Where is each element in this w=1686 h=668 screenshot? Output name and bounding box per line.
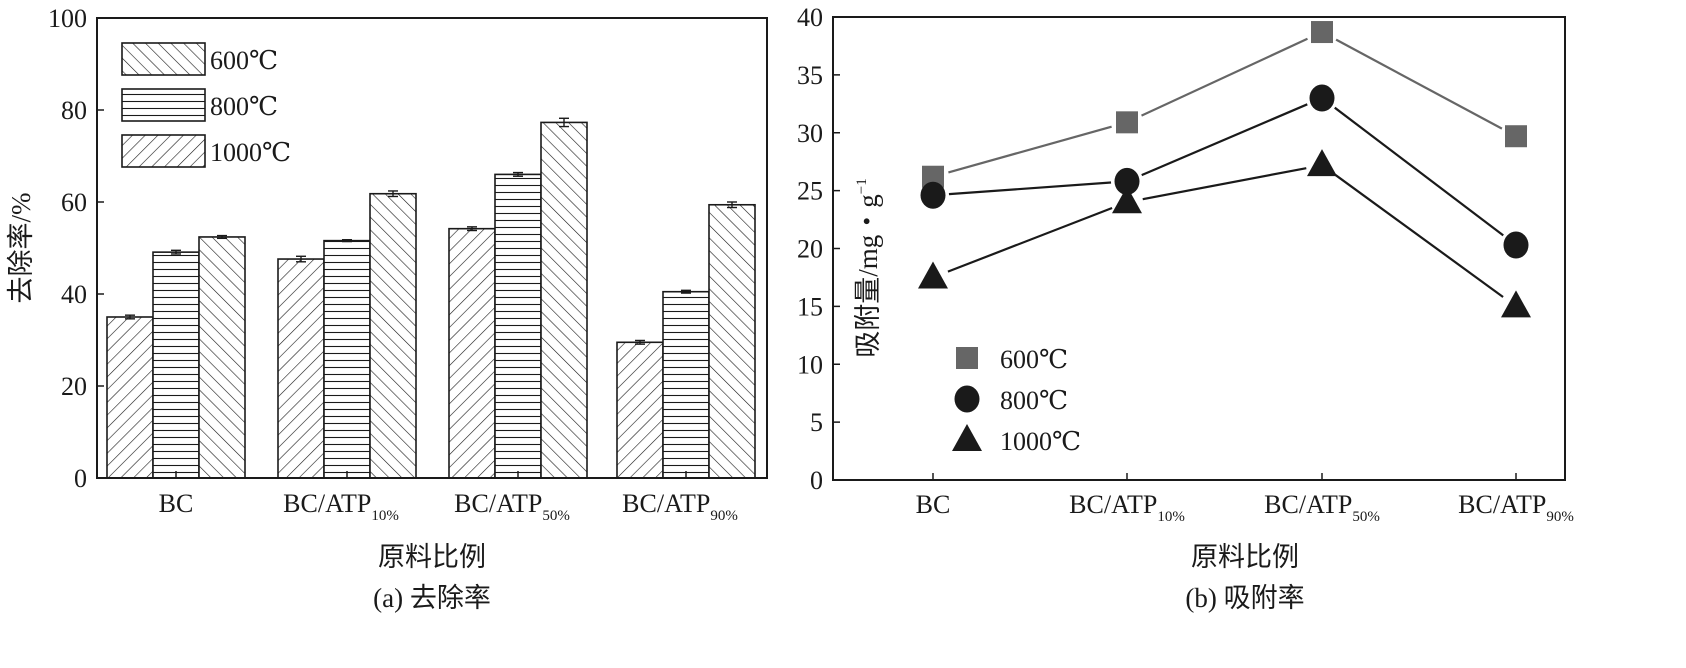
y-axis-label: 去除率/% (6, 193, 36, 304)
chart-caption: (b) 吸附率 (1185, 583, 1304, 613)
data-point (1503, 231, 1529, 259)
bar (662, 290, 710, 479)
y-tick-label: 80 (61, 96, 87, 125)
data-point (1114, 167, 1140, 195)
legend-label: 800℃ (210, 92, 278, 121)
legend-label: 1000℃ (210, 138, 291, 167)
bar (448, 227, 496, 479)
bar (616, 341, 664, 479)
adsorption-chart: 0 5 10 15 20 25 30 35 40 BC BC/ATP10% BC/ATP50% BC/A… (797, 3, 1574, 613)
removal-rate-chart: 0 20 40 60 80 100 BC BC/ATP10% BC/ATP50% BC/ATP90… (6, 4, 768, 613)
legend-marker (952, 424, 982, 451)
legend-swatch (121, 134, 206, 168)
y-tick-label: 30 (797, 119, 823, 148)
x-tick-label: BC/ATP10% (283, 489, 399, 524)
y-tick-label: 100 (48, 4, 87, 33)
legend-swatch (121, 88, 206, 122)
data-point (1311, 21, 1333, 44)
bar (323, 239, 371, 479)
bar (152, 251, 200, 479)
x-axis-label: 原料比例 (378, 542, 486, 572)
y-tick-label: 10 (797, 350, 823, 379)
x-tick-label: BC/ATP10% (1069, 490, 1185, 525)
y-tick-label: 0 (74, 464, 87, 493)
data-point (918, 261, 948, 289)
x-tick-label: BC (916, 490, 951, 519)
legend-swatch (121, 42, 206, 76)
x-tick-label: BC/ATP50% (454, 489, 570, 524)
y-tick-label: 0 (810, 466, 823, 495)
y-tick-label: 15 (797, 292, 823, 321)
data-point (1505, 125, 1527, 148)
series-line-segment (1141, 103, 1308, 177)
legend-label: 1000℃ (1000, 427, 1081, 456)
series-line-segment (948, 181, 1112, 196)
legend-label: 600℃ (210, 46, 278, 75)
x-tick-label: BC/ATP50% (1264, 490, 1380, 525)
series-line-segment (1334, 173, 1504, 298)
series-line-segment (1142, 167, 1307, 201)
plot-frame (96, 17, 768, 479)
legend-label: 800℃ (1000, 386, 1068, 415)
bar (106, 316, 154, 479)
data-point (1501, 290, 1531, 318)
data-point (922, 165, 944, 188)
y-tick-label: 60 (61, 188, 87, 217)
data-point (920, 181, 946, 209)
y-tick-label: 20 (797, 235, 823, 264)
y-tick-label: 40 (797, 3, 823, 32)
bar (369, 192, 417, 479)
y-axis-label: 吸附量/mg・g−1 (853, 178, 883, 357)
legend-label: 600℃ (1000, 345, 1068, 374)
series-line-segment (948, 125, 1112, 174)
y-tick-label: 20 (61, 372, 87, 401)
y-tick-label: 25 (797, 177, 823, 206)
legend-marker (954, 385, 980, 413)
bar (540, 121, 588, 479)
x-axis-label: 原料比例 (1191, 542, 1299, 572)
series-line-segment (1335, 38, 1503, 130)
chart-caption: (a) 去除率 (373, 583, 491, 613)
series-line-segment (947, 206, 1113, 273)
bar (708, 203, 756, 479)
data-point (1309, 84, 1335, 112)
data-point (1307, 149, 1337, 177)
bar (198, 236, 246, 479)
legend-marker (956, 347, 978, 369)
y-tick-label: 5 (810, 408, 823, 437)
series-line-segment (1334, 106, 1504, 237)
data-point (1112, 186, 1142, 214)
plot-frame (832, 16, 1566, 481)
bar (494, 173, 542, 479)
bar (277, 258, 325, 479)
y-tick-label: 40 (61, 280, 87, 309)
x-tick-label: BC/ATP90% (622, 489, 738, 524)
x-tick-label: BC/ATP90% (1458, 490, 1574, 525)
data-point (1116, 111, 1138, 134)
series-line-segment (1141, 37, 1308, 117)
x-tick-label: BC (159, 489, 194, 518)
y-tick-label: 35 (797, 61, 823, 90)
